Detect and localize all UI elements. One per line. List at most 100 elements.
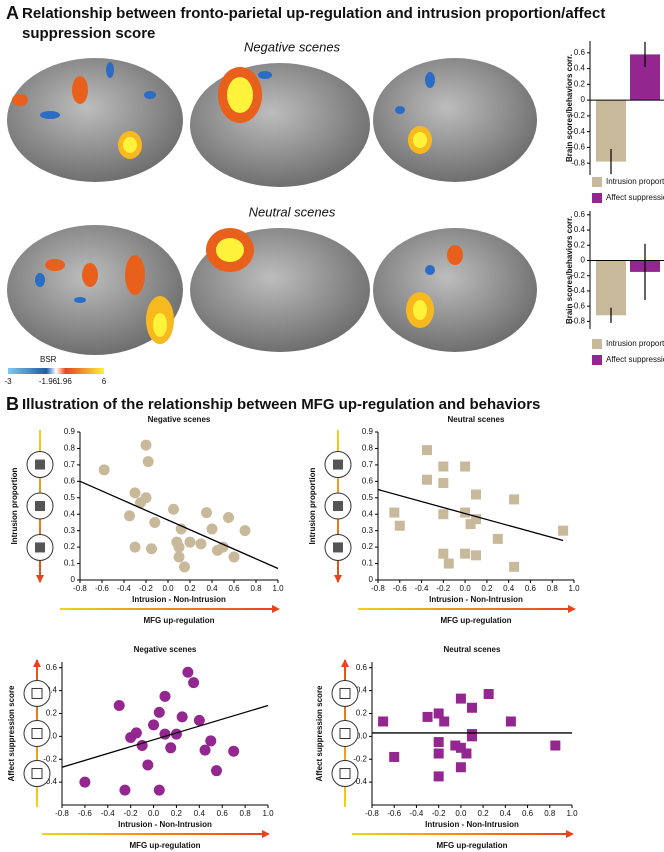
y-tick-label: 0.7 [64, 460, 76, 469]
point [146, 543, 157, 555]
point [467, 729, 477, 740]
x-tick-label: -0.4 [101, 809, 115, 818]
point [142, 759, 154, 771]
legend-swatch [592, 177, 602, 187]
point [129, 487, 141, 499]
chart-title: Negative scenes [134, 645, 197, 654]
point [176, 711, 188, 723]
arrow-label: MFG up-regulation [436, 841, 507, 850]
icon-detail [31, 768, 43, 780]
x-tick-label: 0.2 [171, 809, 183, 818]
icon-detail [339, 687, 351, 699]
y-tick-label: 0.5 [362, 493, 374, 502]
point [130, 727, 142, 739]
point [193, 714, 205, 726]
y-tick-label: -0.8 [571, 316, 585, 325]
icon-detail [333, 459, 343, 470]
icon [331, 760, 359, 788]
y-tick-label: 0.2 [574, 240, 586, 249]
icon [23, 720, 51, 747]
y-tick-label: 0.8 [362, 444, 374, 453]
point [153, 706, 165, 718]
point [433, 737, 444, 748]
x-tick-label: -0.2 [436, 584, 450, 593]
point [465, 519, 476, 530]
point [438, 477, 449, 488]
y-tick-label: 0.7 [362, 460, 374, 469]
chart: Neutral scenes 0 0.1 0.2 0.3 0.4 0.5 0.6 0.7 0.8 0… [308, 415, 580, 625]
arrow-head [566, 830, 574, 838]
icon-detail [333, 501, 343, 511]
y-tick-label: 0.0 [46, 731, 58, 740]
x-tick-label: -0.4 [117, 584, 131, 593]
point [509, 561, 520, 572]
y-tick-label: 0.2 [46, 709, 58, 718]
point [140, 439, 152, 451]
y-tick-label: -0.4 [43, 777, 57, 786]
y-tick-label: 0.6 [64, 476, 76, 485]
fit-line [79, 480, 279, 570]
point [153, 784, 165, 796]
icon-detail [35, 501, 45, 511]
colorbar-label: 6 [102, 377, 107, 386]
y-axis-label: Affect suppression score [315, 685, 324, 782]
y-tick-label: 0.1 [64, 559, 76, 568]
panel-title: Relationship between fronto-parietal up-… [22, 5, 605, 22]
point [142, 456, 154, 468]
point [182, 666, 194, 678]
point [394, 520, 405, 531]
chart-title: Negative scenes [148, 415, 211, 424]
point [175, 523, 187, 535]
x-tick-label: -0.8 [365, 809, 379, 818]
arrow-head [36, 575, 44, 583]
point [509, 494, 520, 505]
point [422, 474, 432, 485]
x-tick-label: -0.8 [73, 584, 87, 593]
point [205, 735, 217, 747]
x-tick-label: -0.6 [393, 584, 407, 593]
point [206, 523, 218, 535]
y-tick-label: 0.2 [574, 79, 586, 88]
x-tick-label: -0.2 [139, 584, 153, 593]
point [79, 776, 91, 788]
point [450, 740, 461, 751]
point [113, 699, 125, 711]
point [124, 510, 135, 522]
icon-detail [339, 728, 351, 739]
point [389, 507, 400, 518]
point [165, 742, 177, 754]
y-tick-label: 0 [71, 575, 76, 584]
chart: Neutral scenes -0.4 -0.2 0.0 0.2 0.4 0.6 -0.8 -0… [315, 645, 578, 850]
point [433, 708, 444, 719]
x-tick-label: 0.6 [228, 584, 240, 593]
x-tick-label: 0.4 [500, 809, 512, 818]
point [98, 464, 110, 476]
y-axis-label: Brain scores/behaviors corr. [565, 54, 574, 162]
y-tick-label: 0.6 [362, 476, 374, 485]
point [148, 719, 160, 731]
arrow [60, 608, 272, 610]
y-tick-label: 0.4 [356, 686, 368, 695]
point [471, 514, 481, 525]
icon-detail [35, 542, 45, 553]
arrow-label: MFG up-regulation [440, 616, 511, 625]
fit-line [377, 488, 564, 542]
point [461, 748, 472, 759]
x-tick-label: 0.4 [503, 584, 515, 593]
colorbar-label: 1.96 [56, 377, 72, 386]
x-tick-label: 0.6 [525, 584, 537, 593]
y-tick-label: 0.0 [356, 731, 368, 740]
x-axis-label: Intrusion - Non-Intrusion [429, 595, 523, 604]
arrow-head [272, 605, 280, 613]
point [239, 525, 251, 537]
x-tick-label: -0.6 [78, 809, 92, 818]
point [550, 740, 561, 751]
icon [331, 679, 359, 707]
point [558, 525, 569, 536]
y-tick-label: -0.4 [571, 127, 585, 136]
point [173, 541, 185, 553]
row-label: Negative scenes [244, 39, 341, 54]
chart-title: Neutral scenes [444, 645, 501, 654]
